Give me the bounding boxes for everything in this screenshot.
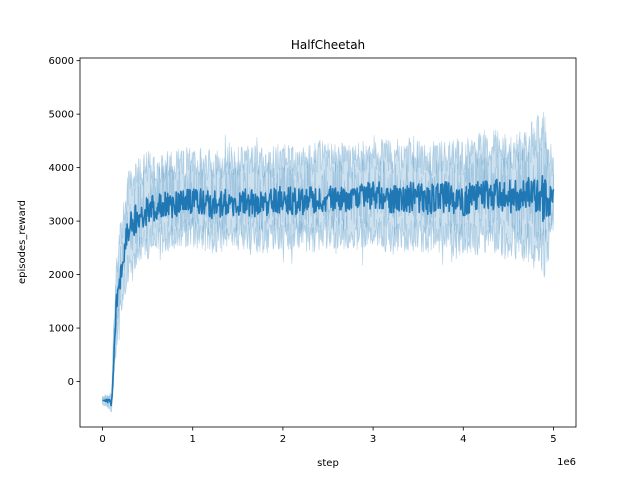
y-tick-label: 3000 [49,217,74,228]
chart-title: HalfCheetah [291,38,365,52]
plot-frame [79,57,577,428]
x-axis-label: step [317,458,339,469]
x-tick-label: 3 [370,434,376,445]
x-tick-label: 5 [550,434,556,445]
y-tick-label: 2000 [49,270,74,281]
x-tick-label: 2 [280,434,286,445]
y-tick-label: 1000 [49,324,74,335]
mean-line [102,175,555,407]
x-axis-scale-label: 1e6 [557,457,576,468]
y-axis-ticks: 0 1000 2000 3000 4000 5000 6000 [49,56,80,388]
y-tick-label: 5000 [49,110,74,121]
y-tick-label: 6000 [49,56,74,67]
y-axis-label: episodes_reward [17,200,28,284]
y-tick-label: 4000 [49,163,74,174]
x-tick-label: 0 [99,434,105,445]
mean-line-layer [102,175,555,407]
y-tick-label: 0 [68,377,74,388]
line-noise-layer [102,142,554,407]
x-tick-label: 4 [460,434,466,445]
x-tick-label: 1 [190,434,196,445]
noise-trace [102,142,554,407]
x-axis-ticks: 0 1 2 3 4 5 [99,427,557,445]
